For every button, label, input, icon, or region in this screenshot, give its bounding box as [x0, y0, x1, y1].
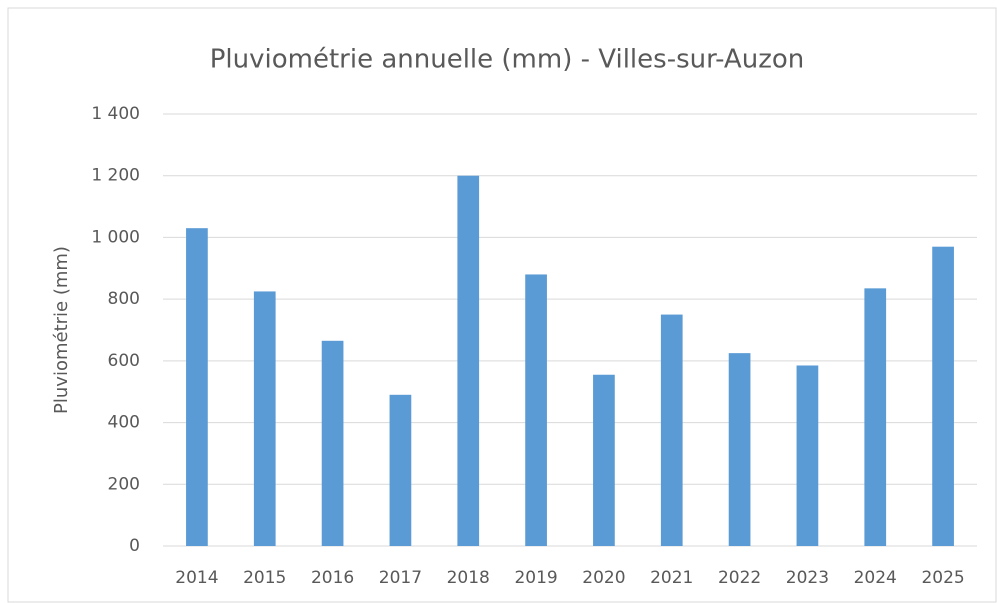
bar	[457, 175, 480, 546]
bar	[389, 394, 412, 546]
x-tick-label: 2015	[243, 568, 286, 588]
x-tick-label: 2019	[514, 568, 557, 588]
bar	[321, 340, 344, 546]
bar	[796, 365, 819, 546]
y-tick-label: 1 000	[91, 227, 140, 247]
x-tick-label: 2025	[921, 568, 964, 588]
y-tick-label: 1 200	[91, 166, 140, 186]
x-tick-label: 2024	[854, 568, 897, 588]
x-tick-label: 2022	[718, 568, 761, 588]
bar	[186, 228, 208, 546]
y-tick-label: 800	[108, 289, 140, 309]
y-tick-label: 600	[108, 351, 140, 371]
x-tick-label: 2018	[447, 568, 490, 588]
bar	[525, 274, 547, 546]
bar	[253, 291, 276, 546]
y-tick-label: 1 400	[91, 104, 140, 124]
x-tick-label: 2021	[650, 568, 693, 588]
bar	[593, 374, 615, 546]
x-tick-label: 2023	[786, 568, 829, 588]
x-tick-label: 2017	[379, 568, 422, 588]
y-tick-label: 400	[108, 413, 140, 433]
bar	[728, 353, 751, 546]
y-tick-label: 200	[108, 474, 140, 494]
chart-frame	[7, 7, 997, 603]
x-tick-label: 2014	[175, 568, 218, 588]
chart-title: Pluviométrie annuelle (mm) - Villes-sur-…	[210, 45, 804, 75]
bar	[932, 246, 954, 546]
x-tick-label: 2020	[582, 568, 625, 588]
x-tick-label: 2016	[311, 568, 354, 588]
y-tick-label: 0	[129, 536, 140, 556]
bar	[660, 314, 683, 546]
bar	[864, 288, 887, 546]
y-axis-label: Pluviométrie (mm)	[51, 246, 72, 414]
